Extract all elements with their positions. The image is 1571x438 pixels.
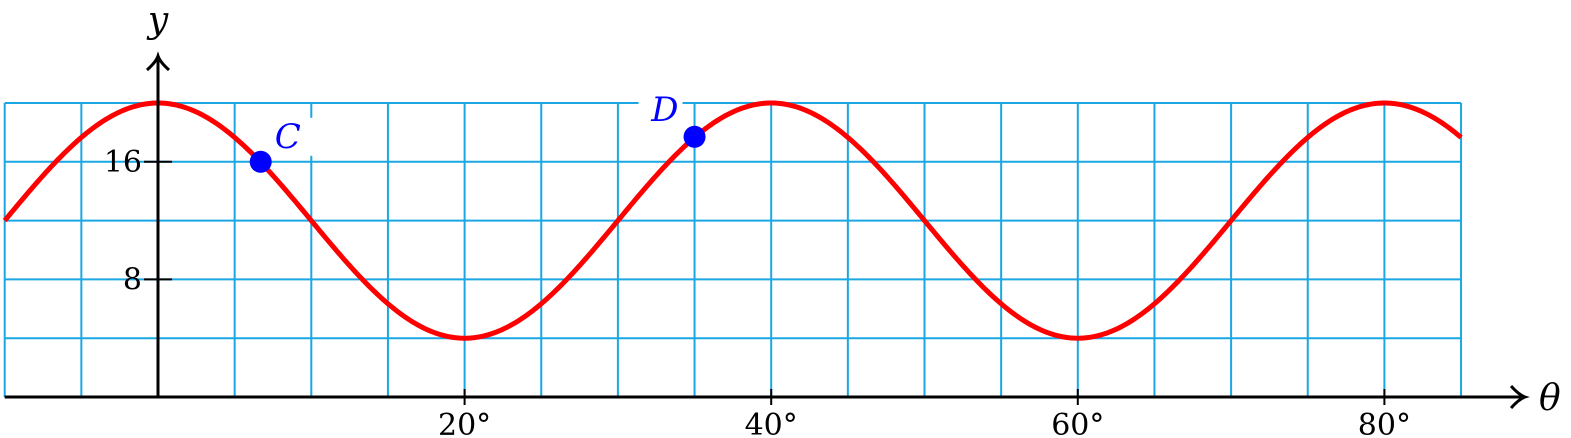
- point-label-background: [638, 90, 683, 129]
- ticks: 20° 40° 60° 80° 8 16: [104, 145, 1411, 438]
- grid: [3, 102, 1463, 398]
- y-tick-label: 8: [123, 262, 142, 297]
- y-axis-label: y: [146, 0, 169, 41]
- x-tick-label: 60°: [1051, 408, 1104, 438]
- x-tick-label: 80°: [1358, 408, 1411, 438]
- point-d: [683, 125, 706, 148]
- series-line-0: [2, 100, 1463, 341]
- y-tick-label: 16: [104, 145, 142, 180]
- curve-layer: [2, 100, 1463, 341]
- point-c: [249, 150, 272, 173]
- points-layer: CD: [249, 90, 706, 173]
- point-label-background: [270, 117, 315, 156]
- x-tick-label: 20°: [438, 408, 491, 438]
- point-label-d: D: [650, 90, 678, 130]
- x-tick-label: 40°: [745, 408, 798, 438]
- y-axis-arrowhead: [146, 51, 170, 72]
- x-axis-arrowhead: [1509, 385, 1530, 409]
- x-axis-label: θ: [1539, 378, 1561, 419]
- axes: [4, 51, 1530, 409]
- point-label-c: C: [275, 117, 301, 157]
